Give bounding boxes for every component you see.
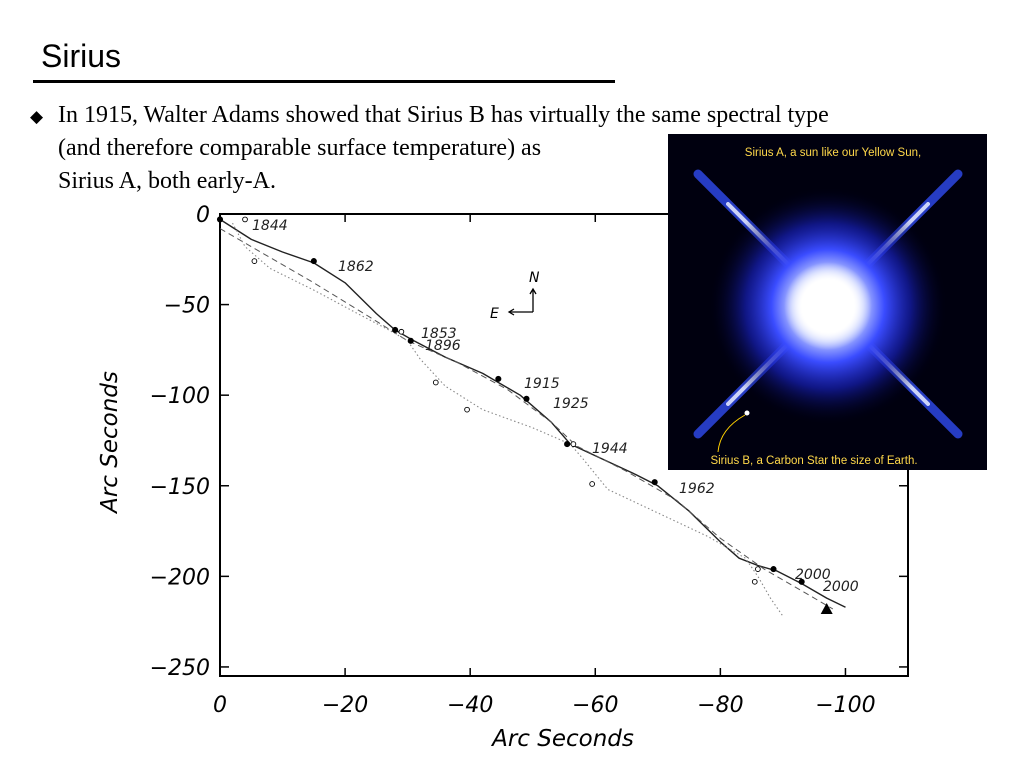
x-tick-label: −20 bbox=[322, 693, 368, 718]
curves bbox=[220, 218, 846, 617]
compass bbox=[507, 287, 537, 316]
orbit-curve-dashed bbox=[220, 228, 834, 610]
x-tick-label: −40 bbox=[447, 693, 493, 718]
position-point bbox=[216, 216, 224, 223]
compass-east-arrowhead bbox=[507, 308, 515, 316]
sirius-b-dot bbox=[744, 410, 750, 416]
y-tick-label: 0 bbox=[196, 203, 210, 228]
orbit-curve-dotted bbox=[232, 222, 784, 617]
position-point bbox=[798, 578, 805, 585]
year-label-1844: 1844 bbox=[252, 218, 288, 234]
y-tick-label: −100 bbox=[150, 384, 210, 409]
position-point-open bbox=[251, 258, 258, 264]
sirius-a-core bbox=[784, 262, 872, 350]
diamond-bullet-icon: ◆ bbox=[30, 107, 44, 126]
position-point-open bbox=[589, 481, 595, 487]
x-axis-label: Arc Seconds bbox=[490, 726, 634, 752]
year-label-1915: 1915 bbox=[524, 376, 560, 392]
x-tick-label: −60 bbox=[572, 693, 618, 718]
year-labels: 1844 1862 1853 1896 1915 1925 1944 1962 … bbox=[252, 218, 859, 595]
position-point-open bbox=[242, 216, 248, 223]
position-point-open bbox=[398, 328, 405, 335]
position-point bbox=[310, 258, 317, 265]
end-triangle-marker bbox=[820, 602, 833, 614]
year-label-1962: 1962 bbox=[679, 481, 715, 497]
y-axis-label: Arc Seconds bbox=[97, 371, 123, 515]
position-point bbox=[523, 395, 530, 402]
inset-caption-bottom: Sirius B, a Carbon Star the size of Eart… bbox=[710, 455, 917, 467]
position-point-open bbox=[432, 379, 439, 386]
year-label-2000: 2000 bbox=[795, 567, 831, 583]
year-label-1853: 1853 bbox=[421, 326, 457, 342]
y-tick-label: −150 bbox=[150, 475, 210, 500]
x-tick-label: 0 bbox=[213, 693, 227, 718]
title-underline bbox=[33, 80, 615, 83]
x-tick-label: −100 bbox=[815, 693, 875, 718]
position-point bbox=[564, 441, 571, 448]
bullet-line-2: (and therefore comparable surface temper… bbox=[58, 135, 542, 161]
x-tick-label: −80 bbox=[697, 693, 743, 718]
compass-north-label: N bbox=[529, 270, 540, 286]
position-point-open bbox=[755, 566, 761, 572]
year-label-1944: 1944 bbox=[592, 441, 628, 457]
year-label-1925: 1925 bbox=[553, 396, 589, 412]
bullet-text: In 1915, Walter Adams showed that Sirius… bbox=[58, 99, 988, 198]
sirius-star-image: Sirius A, a sun like our Yellow Sun, Sir… bbox=[668, 134, 987, 470]
sirius-b-pointer bbox=[717, 414, 746, 453]
inset-caption-top: Sirius A, a sun like our Yellow Sun, bbox=[745, 147, 921, 159]
bullet-line-1: In 1915, Walter Adams showed that Sirius… bbox=[58, 102, 829, 128]
markers bbox=[216, 216, 833, 614]
position-point bbox=[495, 375, 502, 382]
y-tick-label: −250 bbox=[150, 656, 210, 681]
year-label-1862: 1862 bbox=[338, 259, 374, 275]
position-point-open bbox=[751, 578, 758, 585]
compass-east-label: E bbox=[490, 306, 499, 322]
position-point-open bbox=[464, 406, 470, 413]
year-label-2000-b: 2000 bbox=[823, 579, 859, 595]
year-label-1896: 1896 bbox=[425, 338, 461, 354]
position-point-open bbox=[570, 441, 577, 447]
compass-north-arrowhead bbox=[529, 287, 537, 295]
y-tick-label: −50 bbox=[164, 294, 210, 319]
bullet-line-3: Sirius A, both early-A. bbox=[58, 168, 276, 194]
position-point bbox=[407, 337, 414, 344]
position-point bbox=[651, 479, 658, 486]
position-point bbox=[392, 326, 399, 334]
y-tick-label: −200 bbox=[150, 565, 210, 590]
sirius-orbit-chart: 0 −20 −40 −60 −80 −100 0 −50 −100 −150 −200 −250 A… bbox=[97, 203, 909, 752]
position-point bbox=[770, 566, 777, 573]
slide-title: Sirius bbox=[41, 38, 122, 74]
y-ticks: 0 −50 −100 −150 −200 −250 bbox=[150, 203, 908, 681]
x-ticks: 0 −20 −40 −60 −80 −100 bbox=[213, 214, 876, 718]
